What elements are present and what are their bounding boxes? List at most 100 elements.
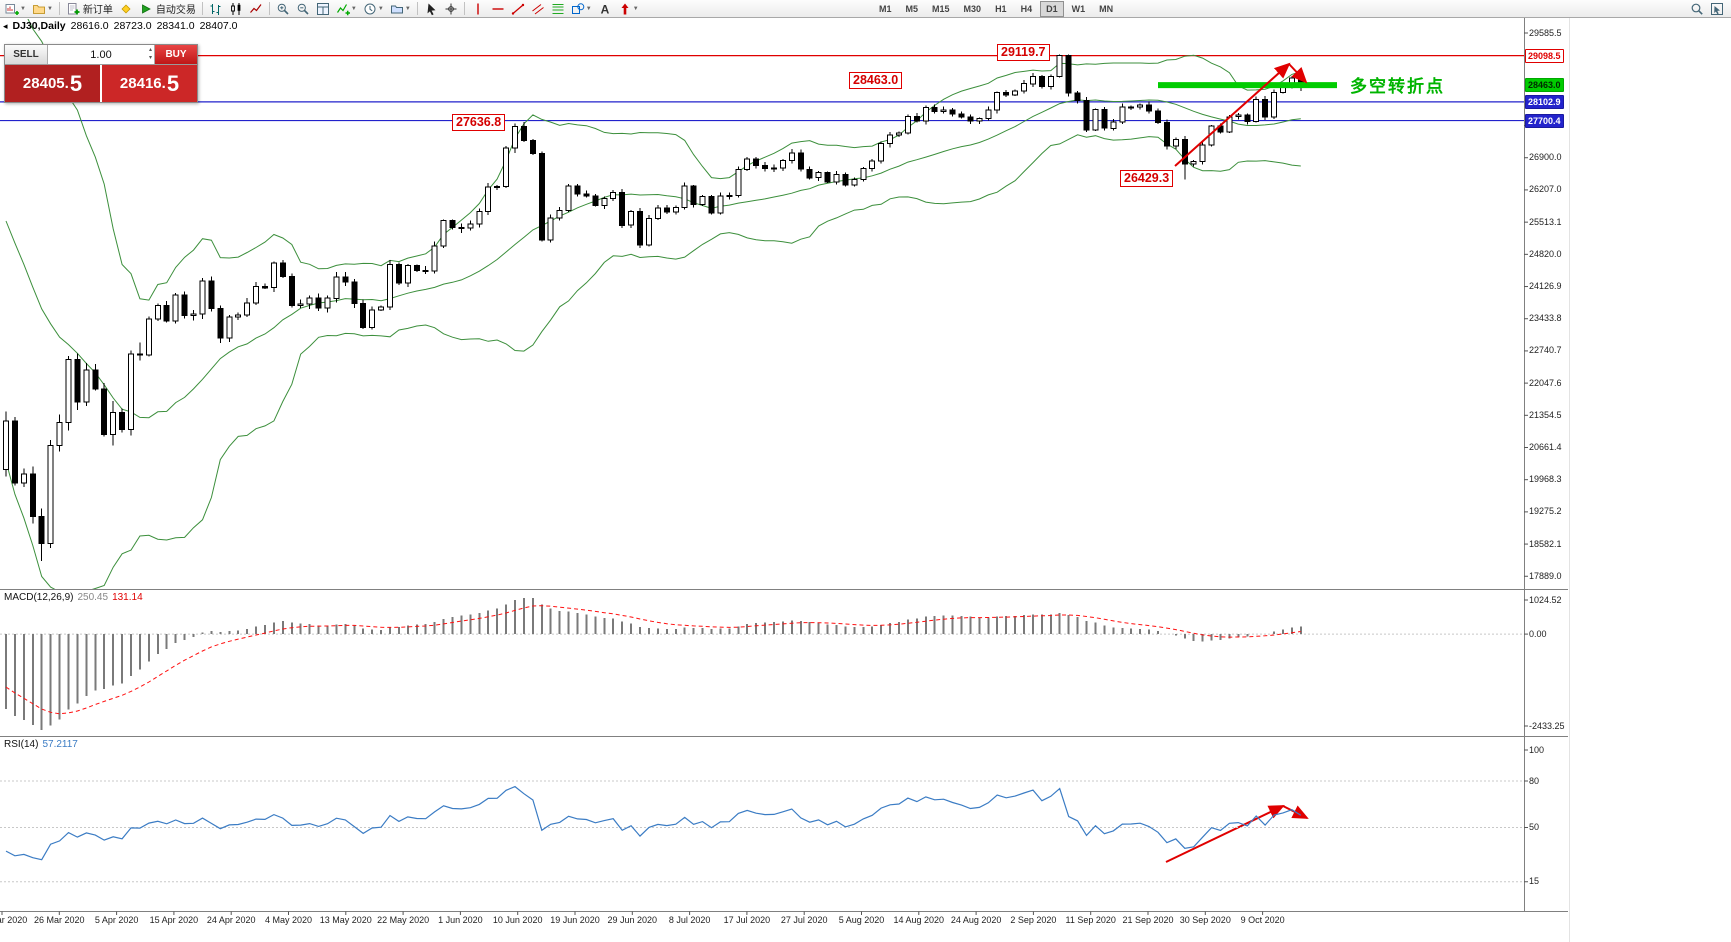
text-button[interactable]: A (596, 1, 614, 17)
bollinger-upper-band (27, 19, 1301, 301)
pointer-window-button[interactable] (1708, 1, 1726, 17)
zoom-in-button[interactable] (274, 1, 292, 17)
cursor-icon (427, 3, 436, 15)
line-chart-button[interactable] (247, 1, 265, 17)
spin-down-icon[interactable]: ▾ (148, 55, 152, 61)
ohlc-open: 28616.0 (70, 20, 109, 32)
date-axis-label: 17 Jul 2020 (723, 915, 771, 925)
chart-ohlc-header: ◂ DJ30,Daily 28616.0 28723.0 28341.0 284… (3, 20, 238, 32)
price-axis-label: 22740.7 (1529, 345, 1562, 356)
timeframe-mn[interactable]: MN (1099, 4, 1114, 14)
periods-button[interactable]: ▼ (361, 1, 386, 17)
buy-price-button[interactable]: 28416. 5 (102, 65, 197, 102)
buy-price: 28416. (119, 75, 166, 92)
timeframe-w1[interactable]: W1 (1071, 4, 1086, 14)
spin-up-icon[interactable]: ▴ (148, 47, 152, 53)
zoom-out-button[interactable] (294, 1, 312, 17)
toolbar-separator (416, 2, 418, 15)
templates-button[interactable]: ▼ (388, 1, 413, 17)
candlestick-button[interactable] (227, 1, 245, 17)
price-axis-marker: 28102.9 (1525, 94, 1564, 109)
rsi-line (5, 785, 1302, 861)
price-callout: 27636.8 (452, 114, 506, 131)
volume-input[interactable]: 1.00 ▴ ▾ (48, 45, 154, 64)
crosshair-button[interactable] (442, 1, 460, 17)
chart-collapse-marker[interactable]: ◂ (3, 20, 8, 31)
crosshair-icon (445, 3, 457, 14)
fibonacci-button[interactable] (549, 1, 567, 17)
indicators-button[interactable]: ▼ (334, 1, 359, 17)
price-axis-label: 17889.0 (1529, 570, 1562, 581)
timeframe-m5[interactable]: M5 (905, 4, 919, 14)
horizontal-line-button[interactable] (489, 1, 507, 17)
timeframe-h1[interactable]: H1 (995, 4, 1007, 14)
date-axis-label: 29 Jun 2020 (607, 915, 658, 925)
macd-pane (0, 598, 1524, 730)
rsi-scale-label: 50 (1529, 822, 1540, 832)
date-axis-label: 10 Jun 2020 (492, 915, 543, 925)
autotrading-button[interactable]: 自动交易 (137, 1, 198, 17)
price-axis-marker: 29098.5 (1525, 48, 1564, 63)
vertical-line-button[interactable] (469, 1, 487, 17)
bar-chart-button[interactable] (207, 1, 225, 17)
date-axis-label: 4 May 2020 (264, 915, 313, 925)
volume-spinner[interactable]: ▴ ▾ (149, 46, 152, 62)
trend-arrow[interactable] (1174, 62, 1291, 167)
fibonacci-icon (552, 3, 564, 14)
autotrading-icon (142, 3, 151, 14)
sell-button[interactable]: SELL (5, 45, 48, 64)
zoom-out-icon (297, 3, 309, 15)
timeframe-m30[interactable]: M30 (963, 4, 982, 14)
timeframe-h4[interactable]: H4 (1020, 4, 1033, 14)
dropdown-arrow-icon: ▼ (404, 5, 411, 12)
sell-price-button[interactable]: 28405. 5 (5, 65, 100, 102)
metaeditor-button[interactable] (117, 1, 135, 17)
chart-profiles-button[interactable]: ▼ (30, 1, 55, 17)
new-order-button[interactable]: 新订单 (64, 1, 115, 17)
equidistant-channel-button[interactable] (529, 1, 547, 17)
trade-panel-prices: 28405. 5 28416. 5 (5, 65, 197, 102)
macd-histogram (5, 598, 1302, 730)
toolbar-separator (58, 2, 60, 15)
sell-price: 28405. (22, 75, 69, 92)
search-button[interactable] (1688, 1, 1706, 17)
shapes-icon (571, 2, 585, 14)
date-axis-label: 5 Aug 2020 (838, 915, 885, 925)
buy-button[interactable]: BUY (154, 45, 197, 64)
date-axis-label: 21 Sep 2020 (1122, 915, 1174, 925)
empty-right-area (1569, 18, 1731, 942)
price-axis-label: 26207.0 (1529, 184, 1562, 195)
vertical-line-icon (477, 3, 479, 14)
date-axis-label: 17 Mar 2020 (0, 915, 28, 925)
svg-text:A: A (600, 2, 609, 16)
toolbar-separator (201, 2, 203, 15)
shapes-button[interactable]: ▼ (569, 1, 594, 17)
price-axis-label: 20661.4 (1529, 441, 1562, 452)
rsi-scale-label: 80 (1529, 775, 1540, 786)
timeframe-toolbar: M1 M5 M15 M30 H1 H4 D1 W1 MN (872, 1, 1120, 17)
candlestick-series (3, 54, 1304, 562)
rsi-name: RSI(14) (4, 739, 39, 750)
date-axis-label: 22 May 2020 (377, 915, 430, 925)
toolbar-right-icons (1687, 1, 1727, 17)
rsi-trend-arrow[interactable] (1165, 805, 1285, 863)
timeframe-m1[interactable]: M1 (879, 4, 892, 14)
dropdown-arrow-icon: ▼ (377, 5, 384, 12)
trend-arrow[interactable] (1288, 63, 1308, 84)
date-axis-label: 19 Jun 2020 (550, 915, 600, 925)
new-chart-button[interactable]: ▼ (3, 1, 28, 17)
trendline-button[interactable] (509, 1, 527, 17)
arrows-button[interactable]: ▼ (616, 1, 641, 17)
date-axis-label: 24 Aug 2020 (950, 915, 1002, 925)
macd-name: MACD(12,26,9) (4, 592, 74, 603)
timeframe-m15[interactable]: M15 (932, 4, 950, 14)
date-axis-label: 14 Aug 2020 (893, 915, 945, 925)
tile-windows-button[interactable] (314, 1, 332, 17)
timeframe-d1[interactable]: D1 (1040, 1, 1064, 17)
cursor-button[interactable] (422, 1, 440, 17)
new-chart-icon (5, 3, 19, 15)
search-icon (1691, 3, 1703, 15)
date-axis-label: 11 Sep 2020 (1065, 915, 1116, 925)
rsi-pane (0, 780, 1524, 883)
